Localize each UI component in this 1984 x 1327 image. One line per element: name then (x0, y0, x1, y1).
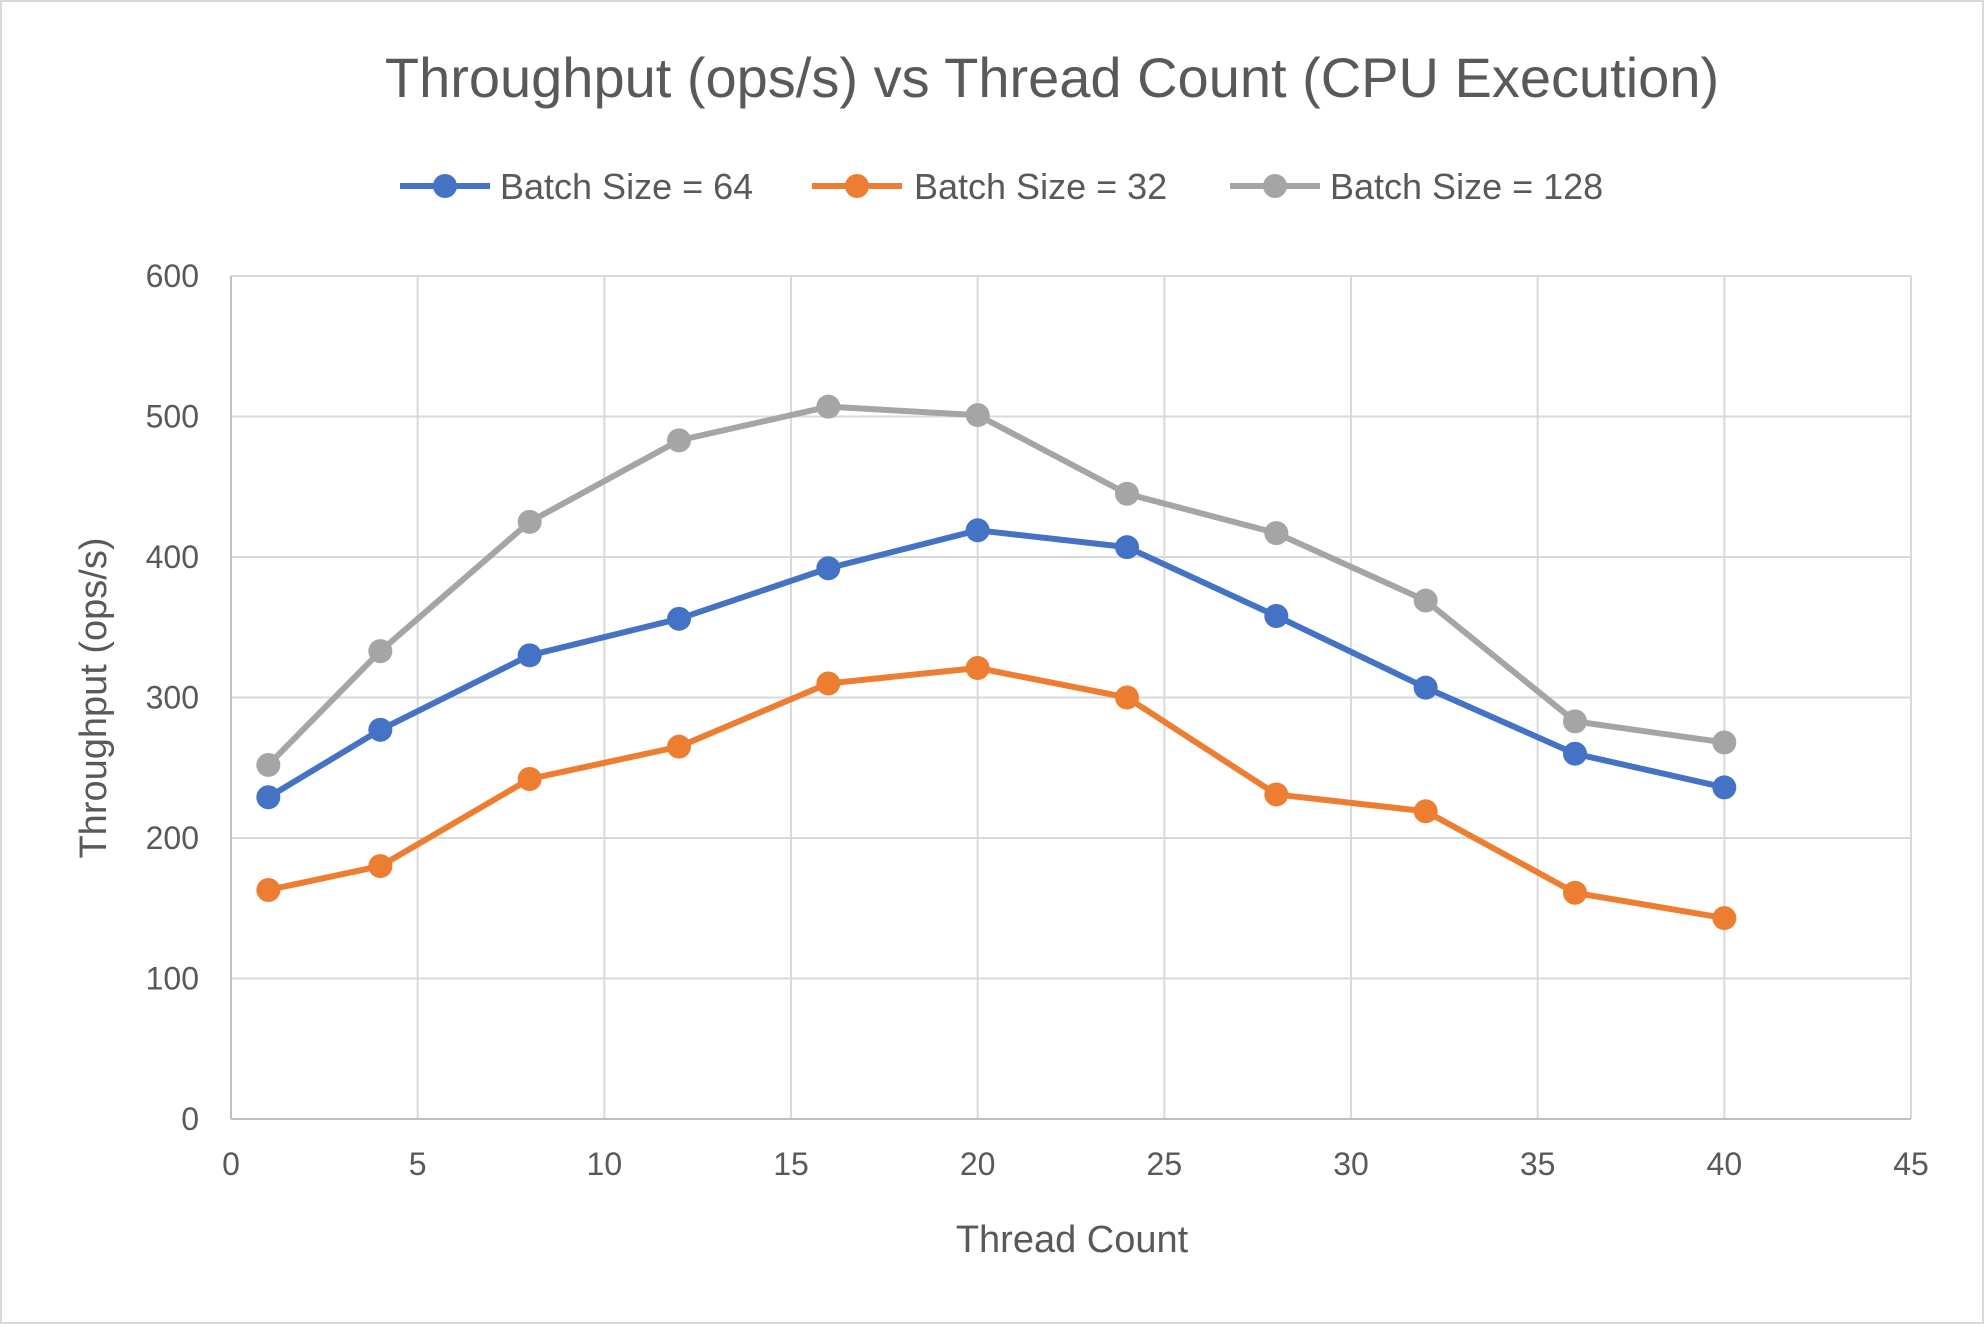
data-point (368, 717, 393, 742)
legend-label: Batch Size = 64 (500, 166, 753, 207)
data-point (368, 854, 393, 879)
legend-label: Batch Size = 128 (1330, 166, 1603, 207)
legend-swatch-marker (845, 174, 869, 198)
x-tick-label: 35 (1520, 1146, 1556, 1182)
data-point (965, 518, 990, 543)
legend-item: Batch Size = 32 (812, 166, 1167, 207)
x-tick-label: 15 (773, 1146, 809, 1182)
x-axis-label: Thread Count (956, 1219, 1189, 1261)
data-point (816, 556, 841, 581)
legend-swatch-marker (1263, 174, 1287, 198)
data-point (1563, 741, 1587, 766)
x-tick-label: 45 (1893, 1146, 1929, 1182)
gridlines (231, 275, 1912, 1119)
y-tick-label: 600 (146, 258, 199, 294)
data-point (517, 643, 542, 668)
data-point (1264, 782, 1289, 807)
x-tick-label: 20 (960, 1146, 996, 1182)
chart-legend: Batch Size = 64 Batch Size = 32 Batch Si… (400, 166, 1603, 207)
legend-swatch-marker (433, 174, 457, 198)
axes (230, 276, 1911, 1120)
legend-item: Batch Size = 128 (1230, 166, 1603, 207)
data-point (256, 877, 281, 902)
data-point (667, 606, 691, 631)
y-tick-label: 400 (146, 539, 199, 575)
series-group (256, 655, 1737, 931)
data-point (965, 403, 990, 428)
y-tick-label: 100 (146, 961, 199, 997)
data-point (1413, 675, 1438, 700)
data-point (368, 639, 393, 664)
legend-item: Batch Size = 64 (400, 166, 753, 207)
y-tick-label: 200 (146, 820, 199, 856)
data-point (667, 734, 691, 759)
y-tick-label: 0 (181, 1101, 199, 1137)
data-point (1712, 730, 1737, 755)
data-point (256, 785, 281, 810)
x-tick-label: 0 (222, 1146, 240, 1182)
data-point (1264, 604, 1289, 629)
data-point (1264, 521, 1289, 546)
data-point (1413, 799, 1438, 824)
series-line (265, 403, 1728, 768)
series-line (265, 664, 1728, 922)
y-tick-label: 500 (146, 399, 199, 435)
series-group (256, 394, 1737, 777)
x-axis-ticks: 0 5 10 15 20 25 30 35 40 45 (222, 1146, 1929, 1182)
data-point (517, 766, 542, 791)
data-point (1712, 775, 1737, 800)
y-axis-label: Throughput (ops/s) (73, 537, 115, 858)
y-axis-ticks: 0 100 200 300 400 500 600 (146, 258, 199, 1137)
data-point (965, 655, 990, 680)
data-point (1413, 588, 1438, 613)
chart-title: Throughput (ops/s) vs Thread Count (CPU … (385, 46, 1719, 109)
x-tick-label: 5 (409, 1146, 427, 1182)
series-group (256, 518, 1737, 810)
data-point (517, 509, 542, 534)
data-point (1115, 685, 1139, 710)
legend-label: Batch Size = 32 (914, 166, 1167, 207)
data-point (667, 428, 691, 453)
x-tick-label: 25 (1147, 1146, 1183, 1182)
data-point (816, 671, 841, 696)
data-point (1115, 481, 1139, 506)
x-tick-label: 10 (587, 1146, 623, 1182)
series-layer (256, 394, 1737, 931)
data-point (1563, 880, 1587, 905)
y-tick-label: 300 (146, 680, 199, 716)
x-tick-label: 40 (1707, 1146, 1743, 1182)
data-point (256, 752, 281, 777)
x-tick-label: 30 (1333, 1146, 1369, 1182)
data-point (816, 394, 841, 419)
data-point (1712, 906, 1737, 931)
data-point (1563, 709, 1587, 734)
data-point (1115, 535, 1139, 560)
